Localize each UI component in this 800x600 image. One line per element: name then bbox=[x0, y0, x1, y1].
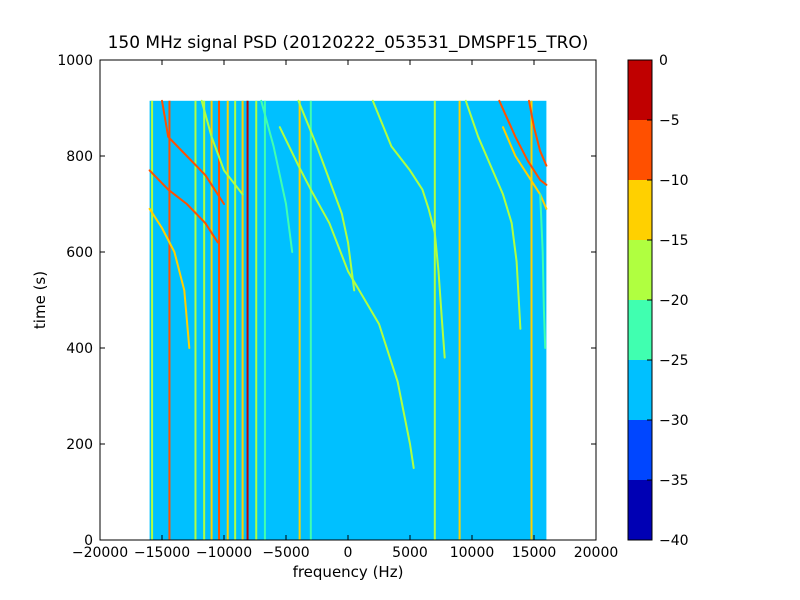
colorbar-band bbox=[628, 360, 652, 420]
sweep-curve bbox=[200, 99, 244, 196]
x-tick-label: 20000 bbox=[574, 545, 619, 561]
x-tick-label: 5000 bbox=[392, 545, 428, 561]
colorbar-tick-label: −35 bbox=[659, 473, 689, 489]
sweep-curve bbox=[278, 126, 415, 469]
colorbar-band bbox=[628, 180, 652, 240]
colorbar-bands bbox=[628, 60, 652, 540]
colorbar-tick-label: −5 bbox=[659, 113, 680, 129]
sweep-curve bbox=[148, 207, 191, 349]
colorbar-band bbox=[628, 60, 652, 120]
sweep-curve bbox=[371, 99, 446, 359]
x-tick-label: −5000 bbox=[262, 545, 309, 561]
colorbar: 0 −5 −10 −15 −20 −25 −30 −35 −40 bbox=[627, 53, 689, 549]
y-tick-label: 600 bbox=[66, 245, 93, 261]
plot-area bbox=[99, 59, 597, 541]
x-tick-label: 10000 bbox=[450, 545, 495, 561]
sweep-curves bbox=[148, 99, 548, 469]
x-axis: −20000 −15000 −10000 −5000 0 5000 10000 15000 20… bbox=[72, 60, 618, 561]
sweep-curve bbox=[498, 99, 548, 186]
sweep-curve bbox=[539, 193, 547, 349]
sweep-curve bbox=[297, 99, 356, 292]
vertical-lines bbox=[151, 100, 533, 540]
colorbar-tick-label: −15 bbox=[659, 233, 689, 249]
x-tick-label: 0 bbox=[344, 545, 353, 561]
colorbar-tick-label: −30 bbox=[659, 413, 689, 429]
colorbar-band bbox=[628, 300, 652, 360]
y-tick-label: 1000 bbox=[57, 53, 93, 69]
y-tick-label: 0 bbox=[84, 533, 93, 549]
sweep-curve bbox=[528, 99, 548, 167]
x-tick-label: −10000 bbox=[196, 545, 252, 561]
y-tick-label: 400 bbox=[66, 341, 93, 357]
y-axis: 0 200 400 600 800 1000 bbox=[57, 53, 596, 549]
colorbar-band bbox=[628, 420, 652, 480]
chart-title: 150 MHz signal PSD (20120222_053531_DMSP… bbox=[108, 33, 589, 53]
sweep-curve bbox=[464, 99, 522, 330]
y-tick-label: 200 bbox=[66, 437, 93, 453]
x-tick-label: 15000 bbox=[512, 545, 557, 561]
sweep-curve bbox=[502, 126, 548, 210]
x-axis-label: frequency (Hz) bbox=[293, 563, 404, 581]
sweep-curve bbox=[260, 99, 294, 253]
colorbar-tick-label: −25 bbox=[659, 353, 689, 369]
x-tick-label: −20000 bbox=[72, 545, 128, 561]
colorbar-band bbox=[628, 120, 652, 180]
colorbar-tick-label: −20 bbox=[659, 293, 689, 309]
x-tick-label: −15000 bbox=[134, 545, 190, 561]
sweep-curve bbox=[161, 99, 225, 205]
heatmap-background bbox=[149, 100, 547, 541]
colorbar-tick-label: −40 bbox=[659, 533, 689, 549]
y-tick-label: 800 bbox=[66, 149, 93, 165]
y-axis-label: time (s) bbox=[31, 271, 49, 329]
sweep-curve bbox=[148, 169, 219, 244]
colorbar-ticks: 0 −5 −10 −15 −20 −25 −30 −35 −40 bbox=[647, 53, 689, 549]
colorbar-tick-label: 0 bbox=[659, 53, 668, 69]
colorbar-tick-label: −10 bbox=[659, 173, 689, 189]
colorbar-band bbox=[628, 240, 652, 300]
colorbar-band bbox=[628, 480, 652, 540]
